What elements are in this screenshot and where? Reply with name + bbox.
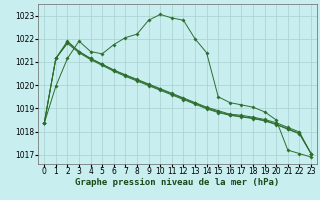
X-axis label: Graphe pression niveau de la mer (hPa): Graphe pression niveau de la mer (hPa) (76, 178, 280, 187)
